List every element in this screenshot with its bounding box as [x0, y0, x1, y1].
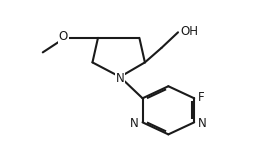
Text: N: N: [130, 117, 139, 129]
Text: OH: OH: [180, 25, 198, 38]
Text: N: N: [116, 72, 124, 85]
Text: N: N: [198, 117, 207, 129]
Text: O: O: [59, 30, 68, 43]
Text: F: F: [198, 91, 205, 104]
